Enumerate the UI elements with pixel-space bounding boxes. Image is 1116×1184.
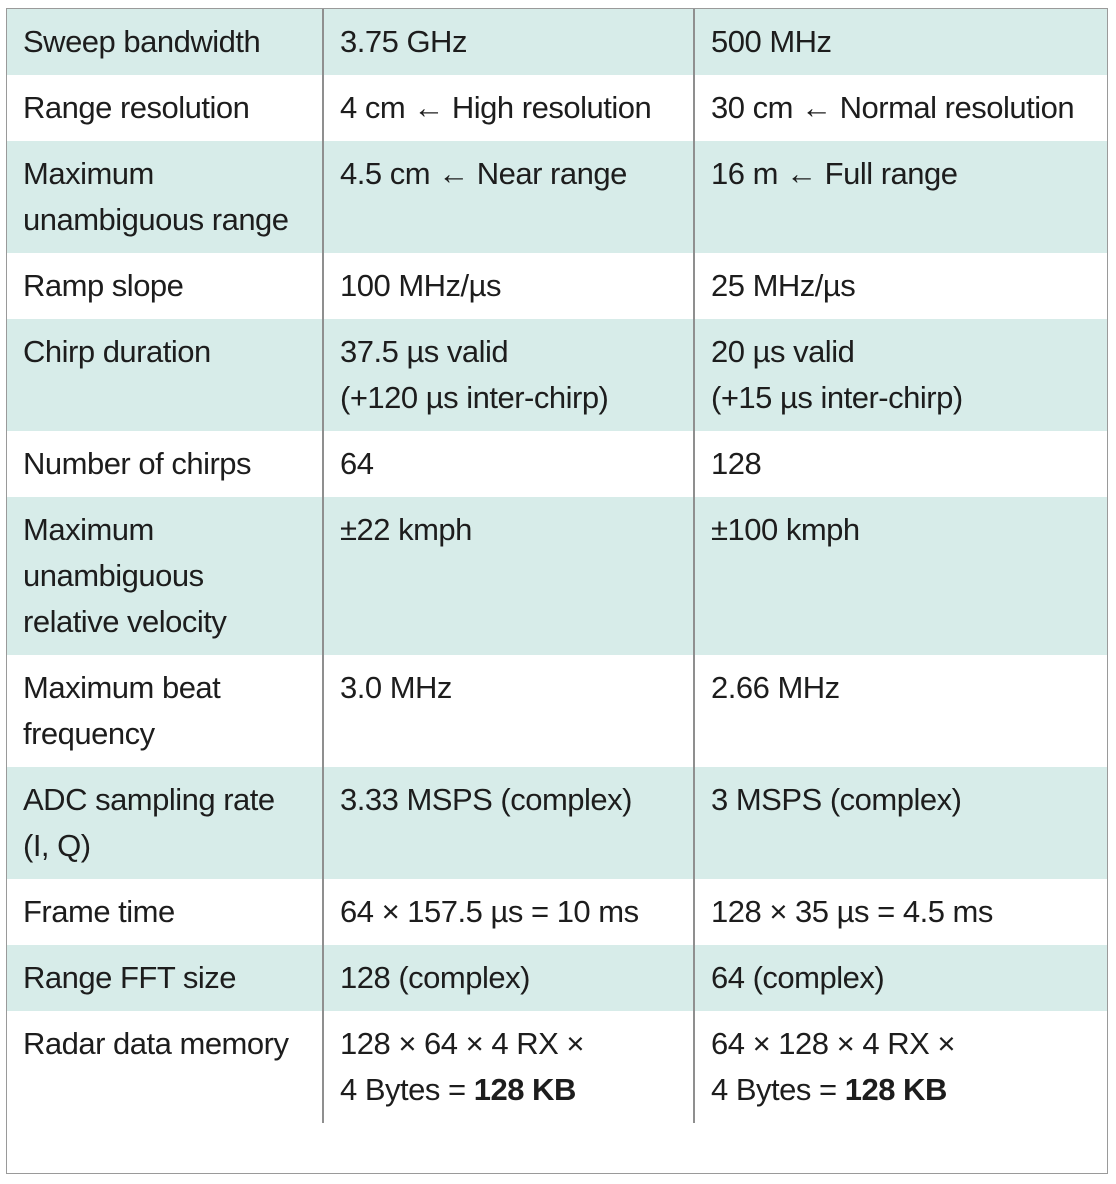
normal-res-value: 30 cm ← Normal resolution <box>693 75 1107 141</box>
table-row: Sweep bandwidth 3.75 GHz 500 MHz <box>7 9 1107 75</box>
radar-config-table: Sweep bandwidth 3.75 GHz 500 MHz Range r… <box>7 9 1107 1123</box>
table-row: Maximum unambiguous range 4.5 cm ← Near r… <box>7 141 1107 253</box>
table-row: Radar data memory 128 × 64 × 4 RX × 4 Byt… <box>7 1011 1107 1123</box>
memory-total-normal: 128 KB <box>844 1072 948 1107</box>
high-res-value: 128 (complex) <box>322 945 694 1011</box>
high-res-value: ±22 kmph <box>322 497 694 655</box>
radar-config-table-frame: Sweep bandwidth 3.75 GHz 500 MHz Range r… <box>6 8 1108 1174</box>
memory-formula-tail: 4 Bytes = <box>711 1072 845 1107</box>
high-res-value: 4 cm ← High resolution <box>322 75 694 141</box>
normal-res-value: 2.66 MHz <box>693 655 1107 767</box>
param-label: Range FFT size <box>7 945 323 1011</box>
param-label: Sweep bandwidth <box>7 9 323 75</box>
high-res-value: 64 <box>322 431 694 497</box>
normal-res-value: ±100 kmph <box>693 497 1107 655</box>
table-row: Chirp duration 37.5 µs valid (+120 µs int… <box>7 319 1107 431</box>
table-row: Number of chirps 64 128 <box>7 431 1107 497</box>
param-label: Chirp duration <box>7 319 323 431</box>
high-res-value: 64 × 157.5 µs = 10 ms <box>322 879 694 945</box>
high-res-value: 3.0 MHz <box>322 655 694 767</box>
table-row: Maximum unambiguous relative velocity ±22 … <box>7 497 1107 655</box>
memory-total-high: 128 KB <box>473 1072 577 1107</box>
param-label: Maximum beat frequency <box>7 655 323 767</box>
table-row: Maximum beat frequency 3.0 MHz 2.66 MHz <box>7 655 1107 767</box>
normal-res-value: 128 × 35 µs = 4.5 ms <box>693 879 1107 945</box>
param-label: Radar data memory <box>7 1011 323 1123</box>
memory-formula-tail: 4 Bytes = <box>340 1072 474 1107</box>
table-row: Range resolution 4 cm ← High resolution … <box>7 75 1107 141</box>
high-res-value: 3.33 MSPS (complex) <box>322 767 694 879</box>
normal-res-value: 500 MHz <box>693 9 1107 75</box>
param-label: Maximum unambiguous range <box>7 141 323 253</box>
table-row: ADC sampling rate (I, Q) 3.33 MSPS (compl… <box>7 767 1107 879</box>
high-res-value: 128 × 64 × 4 RX × 4 Bytes = 128 KB <box>322 1011 694 1123</box>
param-label: Number of chirps <box>7 431 323 497</box>
normal-res-value: 25 MHz/µs <box>693 253 1107 319</box>
param-label: Ramp slope <box>7 253 323 319</box>
normal-res-value: 128 <box>693 431 1107 497</box>
param-label: Maximum unambiguous relative velocity <box>7 497 323 655</box>
table-row: Ramp slope 100 MHz/µs 25 MHz/µs <box>7 253 1107 319</box>
high-res-value: 3.75 GHz <box>322 9 694 75</box>
normal-res-value: 64 × 128 × 4 RX × 4 Bytes = 128 KB <box>693 1011 1107 1123</box>
normal-res-value: 3 MSPS (complex) <box>693 767 1107 879</box>
param-label: Range resolution <box>7 75 323 141</box>
table-row: Frame time 64 × 157.5 µs = 10 ms 128 × 3… <box>7 879 1107 945</box>
param-label: ADC sampling rate (I, Q) <box>7 767 323 879</box>
normal-res-value: 64 (complex) <box>693 945 1107 1011</box>
param-label: Frame time <box>7 879 323 945</box>
table-row: Range FFT size 128 (complex) 64 (complex… <box>7 945 1107 1011</box>
normal-res-value: 16 m ← Full range <box>693 141 1107 253</box>
high-res-value: 4.5 cm ← Near range <box>322 141 694 253</box>
high-res-value: 100 MHz/µs <box>322 253 694 319</box>
normal-res-value: 20 µs valid (+15 µs inter-chirp) <box>693 319 1107 431</box>
high-res-value: 37.5 µs valid (+120 µs inter-chirp) <box>322 319 694 431</box>
